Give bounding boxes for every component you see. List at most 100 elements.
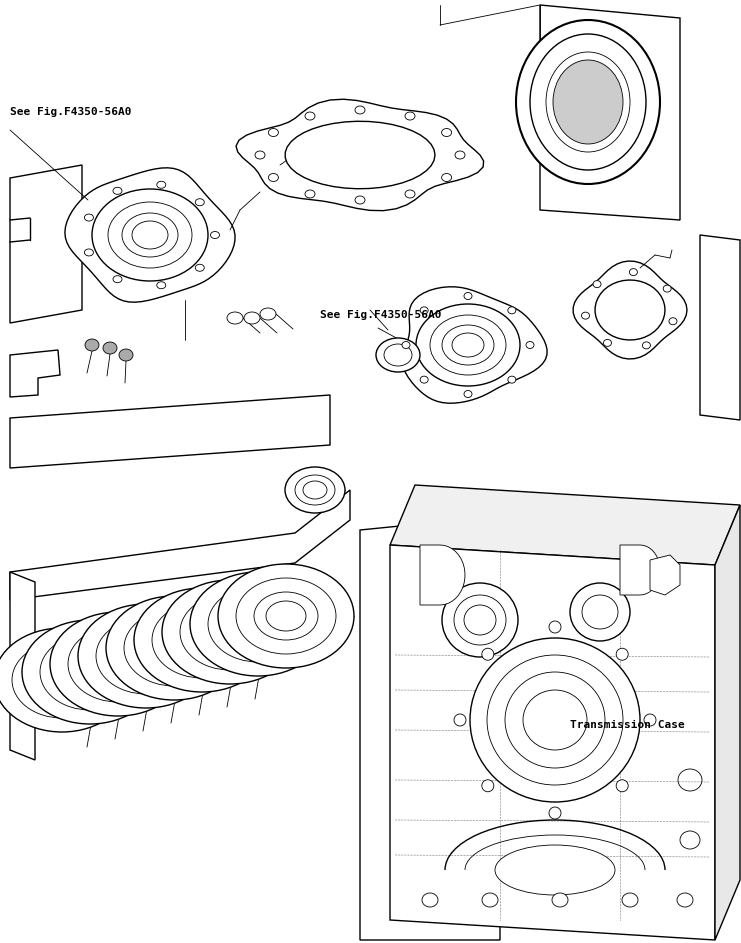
Ellipse shape [552,893,568,907]
Ellipse shape [416,304,520,386]
Polygon shape [574,261,687,359]
Ellipse shape [92,189,208,281]
Polygon shape [10,350,60,397]
Ellipse shape [629,269,637,275]
Ellipse shape [508,306,516,314]
Ellipse shape [180,594,280,670]
Ellipse shape [549,621,561,633]
Ellipse shape [464,292,472,300]
Ellipse shape [442,583,518,657]
Polygon shape [65,168,235,302]
Ellipse shape [495,845,615,895]
Ellipse shape [244,312,260,324]
Ellipse shape [236,578,336,654]
Ellipse shape [84,249,93,256]
Ellipse shape [420,376,428,383]
Ellipse shape [644,714,656,726]
Ellipse shape [470,638,640,802]
Ellipse shape [196,264,205,272]
Ellipse shape [516,20,660,184]
Ellipse shape [260,308,276,320]
Ellipse shape [454,714,466,726]
Ellipse shape [402,341,410,349]
Ellipse shape [405,112,415,120]
Polygon shape [10,490,350,600]
Ellipse shape [405,190,415,198]
Text: See Fig.F4350-56A0: See Fig.F4350-56A0 [320,310,442,320]
Ellipse shape [50,612,186,716]
Ellipse shape [376,338,420,372]
Ellipse shape [442,174,451,181]
Ellipse shape [677,893,693,907]
Ellipse shape [268,128,279,137]
Polygon shape [620,545,660,595]
Ellipse shape [603,339,611,346]
Ellipse shape [152,602,252,678]
Ellipse shape [255,151,265,159]
Ellipse shape [482,648,494,660]
Polygon shape [700,235,740,420]
Ellipse shape [227,312,243,324]
Ellipse shape [113,188,122,194]
Ellipse shape [196,199,205,206]
Ellipse shape [285,467,345,513]
Ellipse shape [464,390,472,398]
Ellipse shape [124,610,224,686]
Ellipse shape [553,60,623,144]
Ellipse shape [218,564,354,668]
Ellipse shape [108,202,192,268]
Ellipse shape [103,342,117,354]
Ellipse shape [96,618,196,694]
Polygon shape [715,505,740,940]
Polygon shape [420,545,465,605]
Ellipse shape [22,620,158,724]
Ellipse shape [119,349,133,361]
Polygon shape [540,5,680,220]
Text: See Fig.F4350-56A0: See Fig.F4350-56A0 [10,107,131,117]
Ellipse shape [669,318,677,324]
Ellipse shape [508,376,516,383]
Ellipse shape [593,281,601,288]
Ellipse shape [0,628,130,732]
Ellipse shape [12,642,112,718]
Text: Transmission Case: Transmission Case [570,720,685,730]
Polygon shape [236,99,484,210]
Ellipse shape [442,128,451,137]
Ellipse shape [190,572,326,676]
Ellipse shape [570,583,630,641]
Ellipse shape [482,780,494,792]
Ellipse shape [68,626,168,702]
Ellipse shape [208,586,308,662]
Ellipse shape [162,580,298,684]
Ellipse shape [526,341,534,349]
Ellipse shape [355,196,365,204]
Ellipse shape [530,34,646,170]
Polygon shape [360,516,500,940]
Ellipse shape [134,588,270,692]
Ellipse shape [617,780,628,792]
Ellipse shape [40,634,140,710]
Ellipse shape [157,282,166,289]
Polygon shape [10,165,82,323]
Ellipse shape [106,596,242,700]
Ellipse shape [617,648,628,660]
Ellipse shape [420,306,428,314]
Polygon shape [390,545,715,940]
Polygon shape [650,555,680,595]
Ellipse shape [305,190,315,198]
Ellipse shape [113,275,122,283]
Ellipse shape [582,312,590,319]
Polygon shape [10,395,330,468]
Polygon shape [595,280,665,340]
Ellipse shape [157,181,166,189]
Ellipse shape [663,285,671,292]
Polygon shape [402,287,547,404]
Ellipse shape [268,174,279,181]
Ellipse shape [84,214,93,221]
Ellipse shape [482,893,498,907]
Ellipse shape [210,231,219,239]
Ellipse shape [355,106,365,114]
Ellipse shape [305,112,315,120]
Ellipse shape [455,151,465,159]
Polygon shape [285,122,435,189]
